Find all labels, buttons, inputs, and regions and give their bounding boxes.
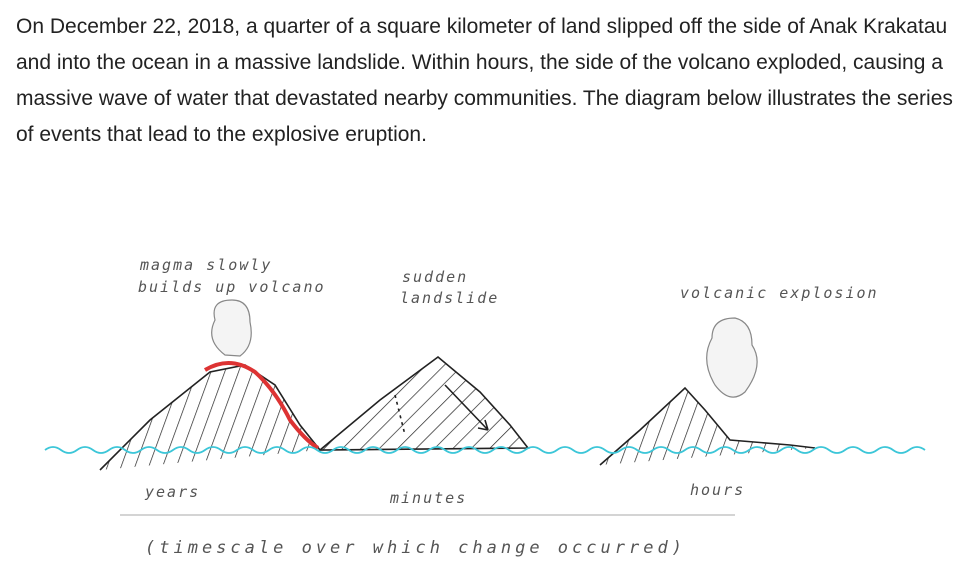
- stage-label: volcanic explosion: [680, 284, 879, 302]
- timescale-label: years: [144, 483, 200, 501]
- timescale-label: minutes: [389, 489, 467, 507]
- stage-label: landslide: [400, 289, 499, 307]
- intro-paragraph: On December 22, 2018, a quarter of a squ…: [16, 15, 953, 146]
- water-line: [44, 446, 926, 454]
- caption: (timescale over which change occurred): [145, 538, 686, 558]
- stage-label: builds up volcano: [138, 278, 326, 296]
- eruption-clouds: [211, 299, 758, 398]
- timescale-label: hours: [690, 481, 745, 499]
- stage-label: magma slowly: [139, 256, 272, 274]
- stage-label: sudden: [402, 268, 468, 286]
- volcanoes: [99, 355, 816, 471]
